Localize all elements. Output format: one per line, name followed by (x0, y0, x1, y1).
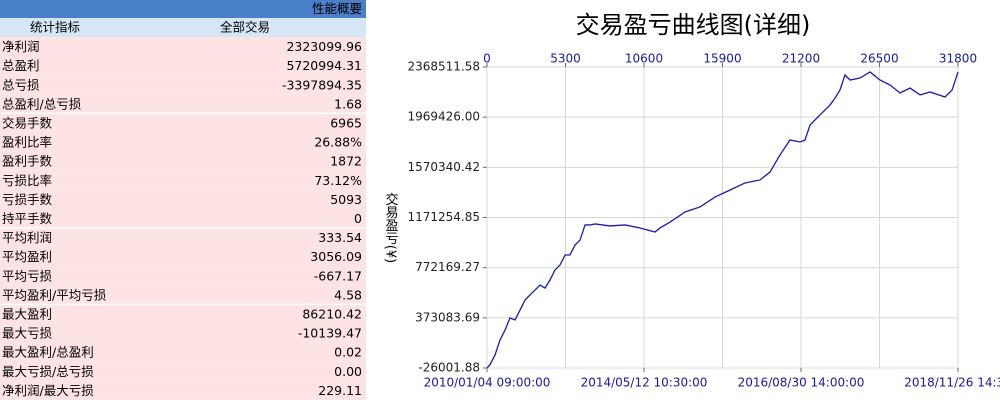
table-row (0, 228, 366, 248)
row-label: 最大盈利/总盈利 (2, 345, 94, 360)
row-value: 3056.09 (310, 249, 362, 264)
row-value: 0.02 (334, 345, 362, 360)
row-value: 0.00 (334, 364, 362, 379)
row-value: 333.54 (318, 230, 362, 245)
row-label: 最大亏损/总亏损 (2, 364, 94, 379)
chart-title: 交易盈亏曲线图(详细) (576, 11, 811, 39)
table-row (0, 151, 366, 171)
row-label: 盈利手数 (2, 154, 53, 169)
row-value: 6965 (330, 115, 362, 130)
table-row (0, 94, 366, 114)
table-row (0, 285, 366, 305)
row-label: 平均利润 (2, 230, 52, 245)
row-label: 平均亏损 (2, 268, 53, 283)
row-label: 平均盈利/平均亏损 (2, 287, 107, 302)
table-row (0, 56, 366, 76)
row-value: -10139.47 (298, 326, 362, 341)
x-tick-label: 21200 (782, 52, 820, 66)
table-row (0, 380, 366, 400)
row-label: 亏损比率 (2, 173, 52, 188)
table-row (0, 75, 366, 95)
row-value: 4.58 (334, 287, 362, 302)
row-value: 86210.42 (302, 306, 362, 321)
row-value: 73.12% (314, 173, 362, 188)
y-tick-label: 2368511.58 (407, 60, 480, 74)
x-tick-label: 26500 (860, 52, 898, 66)
row-label: 持平手数 (2, 211, 53, 226)
equity-line (486, 71, 959, 369)
x2-tick-label: 2014/05/12 10:30:00 (581, 376, 708, 390)
x-tick-label: 10600 (625, 52, 663, 66)
header-row (0, 18, 366, 37)
x2-tick-label: 2010/01/04 09:00:00 (424, 376, 551, 390)
row-value: -667.17 (314, 268, 362, 283)
row-label: 亏损手数 (2, 192, 53, 207)
x-tick-label: 0 (483, 52, 491, 66)
row-value: -3397894.35 (282, 77, 362, 92)
y-tick-label: 1171254.85 (407, 210, 480, 224)
x-tick-label: 5300 (550, 52, 581, 66)
table-title: 性能概要 (312, 1, 362, 16)
x-tick-label: 31800 (939, 52, 977, 66)
row-label: 总亏损 (2, 77, 40, 92)
row-value: 229.11 (318, 383, 362, 398)
table-row (0, 113, 366, 133)
row-value: 1.68 (334, 96, 362, 111)
table-row (0, 304, 366, 324)
y-tick-label: 373083.69 (415, 310, 480, 324)
row-value: 2323099.96 (286, 39, 362, 54)
row-value: 26.88% (314, 135, 362, 150)
row-label: 最大盈利 (2, 306, 52, 321)
table-row (0, 37, 366, 57)
row-label: 净利润 (2, 39, 40, 54)
row-value: 5720994.31 (286, 58, 362, 73)
row-label: 交易手数 (2, 115, 53, 130)
y-tick-label: 1570340.42 (407, 160, 480, 174)
y-tick-label: 1969426.00 (407, 110, 480, 124)
y-tick-label: 772169.27 (415, 260, 480, 274)
x-tick-label: 15900 (703, 52, 741, 66)
title-bar (0, 0, 366, 18)
y-tick-label: -26001.88 (418, 361, 480, 375)
table-row (0, 208, 366, 228)
table-row (0, 266, 366, 286)
row-value: 0 (354, 211, 362, 226)
table-row (0, 132, 366, 152)
table-row (0, 170, 366, 190)
row-label: 最大亏损 (2, 326, 53, 341)
table-row (0, 323, 366, 343)
row-label: 平均盈利 (2, 249, 52, 264)
row-label: 净利润/最大亏损 (2, 383, 94, 398)
x2-tick-label: 2018/11/26 14:30 (904, 376, 1000, 390)
table-row (0, 361, 366, 381)
header-cell: 全部交易 (220, 20, 270, 35)
table-row (0, 342, 366, 362)
row-label: 盈利比率 (2, 135, 52, 150)
row-value: 5093 (330, 192, 362, 207)
header-cell: 统计指标 (30, 20, 80, 35)
row-label: 总盈利 (2, 58, 40, 73)
table-row (0, 189, 366, 209)
row-label: 总盈利/总亏损 (2, 96, 82, 111)
y-axis-label: 交易盈亏(¥) (383, 192, 399, 263)
x2-tick-label: 2016/08/30 14:00:00 (738, 376, 865, 390)
table-row (0, 247, 366, 267)
row-value: 1872 (330, 154, 362, 169)
